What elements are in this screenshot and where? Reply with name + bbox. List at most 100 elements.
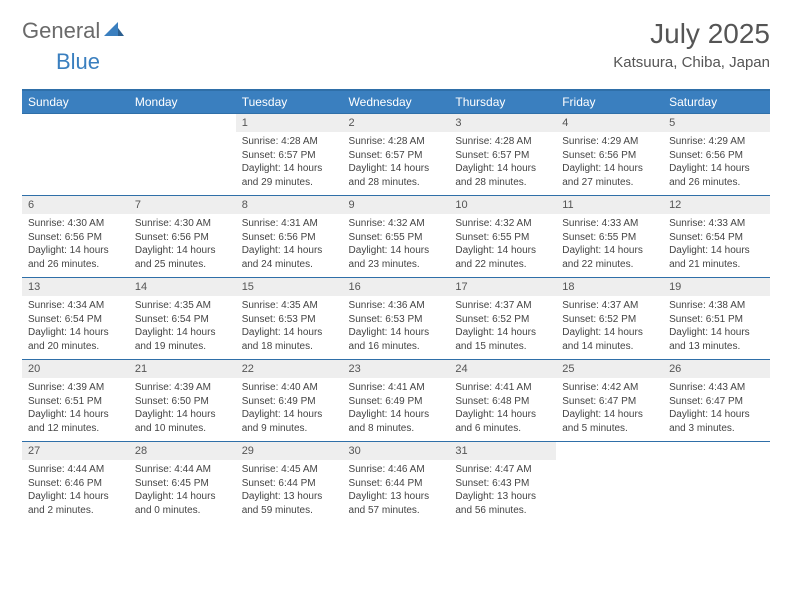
daylight-text: Daylight: 13 hours and 57 minutes.	[349, 490, 444, 517]
sunrise-text: Sunrise: 4:28 AM	[242, 135, 337, 149]
day-header: Friday	[556, 90, 663, 114]
day-number-cell: 27	[22, 442, 129, 461]
daylight-text: Daylight: 14 hours and 18 minutes.	[242, 326, 337, 353]
day-number-cell: 12	[663, 196, 770, 215]
sunset-text: Sunset: 6:52 PM	[455, 313, 550, 327]
day-info-cell: Sunrise: 4:35 AMSunset: 6:54 PMDaylight:…	[129, 296, 236, 360]
sunrise-text: Sunrise: 4:38 AM	[669, 299, 764, 313]
day-number-cell: 3	[449, 114, 556, 133]
sunset-text: Sunset: 6:44 PM	[349, 477, 444, 491]
day-info-cell: Sunrise: 4:41 AMSunset: 6:49 PMDaylight:…	[343, 378, 450, 442]
daylight-text: Daylight: 14 hours and 19 minutes.	[135, 326, 230, 353]
sunset-text: Sunset: 6:55 PM	[349, 231, 444, 245]
sunset-text: Sunset: 6:56 PM	[669, 149, 764, 163]
day-number-cell: 8	[236, 196, 343, 215]
day-info-cell: Sunrise: 4:38 AMSunset: 6:51 PMDaylight:…	[663, 296, 770, 360]
day-info-cell: Sunrise: 4:28 AMSunset: 6:57 PMDaylight:…	[343, 132, 450, 196]
sunrise-text: Sunrise: 4:44 AM	[135, 463, 230, 477]
day-number-cell: 1	[236, 114, 343, 133]
daylight-text: Daylight: 13 hours and 59 minutes.	[242, 490, 337, 517]
daylight-text: Daylight: 14 hours and 13 minutes.	[669, 326, 764, 353]
title-month: July 2025	[613, 18, 770, 50]
sunrise-text: Sunrise: 4:33 AM	[562, 217, 657, 231]
title-block: July 2025 Katsuura, Chiba, Japan	[613, 18, 770, 71]
daylight-text: Daylight: 13 hours and 56 minutes.	[455, 490, 550, 517]
daylight-text: Daylight: 14 hours and 3 minutes.	[669, 408, 764, 435]
day-number-cell: 19	[663, 278, 770, 297]
day-info-cell: Sunrise: 4:47 AMSunset: 6:43 PMDaylight:…	[449, 460, 556, 523]
day-number-cell	[22, 114, 129, 133]
calendar-page: General July 2025 Katsuura, Chiba, Japan…	[0, 0, 792, 541]
day-info-cell: Sunrise: 4:34 AMSunset: 6:54 PMDaylight:…	[22, 296, 129, 360]
sunrise-text: Sunrise: 4:36 AM	[349, 299, 444, 313]
sunset-text: Sunset: 6:50 PM	[135, 395, 230, 409]
sunset-text: Sunset: 6:47 PM	[669, 395, 764, 409]
day-number-cell	[129, 114, 236, 133]
sunset-text: Sunset: 6:49 PM	[242, 395, 337, 409]
sunrise-text: Sunrise: 4:30 AM	[135, 217, 230, 231]
day-info-cell: Sunrise: 4:42 AMSunset: 6:47 PMDaylight:…	[556, 378, 663, 442]
day-number-cell: 20	[22, 360, 129, 379]
day-header: Sunday	[22, 90, 129, 114]
day-number-cell: 10	[449, 196, 556, 215]
day-info-cell: Sunrise: 4:46 AMSunset: 6:44 PMDaylight:…	[343, 460, 450, 523]
day-number-cell: 9	[343, 196, 450, 215]
day-info-cell	[663, 460, 770, 523]
sunrise-text: Sunrise: 4:34 AM	[28, 299, 123, 313]
day-number-cell: 11	[556, 196, 663, 215]
day-info-cell: Sunrise: 4:33 AMSunset: 6:54 PMDaylight:…	[663, 214, 770, 278]
sunrise-text: Sunrise: 4:29 AM	[562, 135, 657, 149]
sunset-text: Sunset: 6:55 PM	[455, 231, 550, 245]
daylight-text: Daylight: 14 hours and 22 minutes.	[562, 244, 657, 271]
day-number-cell: 6	[22, 196, 129, 215]
sunset-text: Sunset: 6:47 PM	[562, 395, 657, 409]
day-number-cell: 18	[556, 278, 663, 297]
day-info-cell: Sunrise: 4:40 AMSunset: 6:49 PMDaylight:…	[236, 378, 343, 442]
sunrise-text: Sunrise: 4:47 AM	[455, 463, 550, 477]
brand-part2: Blue	[56, 49, 100, 74]
day-number-cell: 26	[663, 360, 770, 379]
sunrise-text: Sunrise: 4:41 AM	[349, 381, 444, 395]
day-header: Saturday	[663, 90, 770, 114]
brand-sail-icon	[104, 20, 124, 43]
day-number-cell: 16	[343, 278, 450, 297]
day-info-cell: Sunrise: 4:33 AMSunset: 6:55 PMDaylight:…	[556, 214, 663, 278]
day-info-cell: Sunrise: 4:35 AMSunset: 6:53 PMDaylight:…	[236, 296, 343, 360]
sunset-text: Sunset: 6:46 PM	[28, 477, 123, 491]
daylight-text: Daylight: 14 hours and 26 minutes.	[669, 162, 764, 189]
daylight-text: Daylight: 14 hours and 27 minutes.	[562, 162, 657, 189]
day-header: Tuesday	[236, 90, 343, 114]
day-header: Monday	[129, 90, 236, 114]
sunrise-text: Sunrise: 4:32 AM	[455, 217, 550, 231]
sunrise-text: Sunrise: 4:46 AM	[349, 463, 444, 477]
sunrise-text: Sunrise: 4:31 AM	[242, 217, 337, 231]
day-info-cell: Sunrise: 4:32 AMSunset: 6:55 PMDaylight:…	[343, 214, 450, 278]
day-info-row: Sunrise: 4:39 AMSunset: 6:51 PMDaylight:…	[22, 378, 770, 442]
day-info-row: Sunrise: 4:44 AMSunset: 6:46 PMDaylight:…	[22, 460, 770, 523]
day-number-cell: 23	[343, 360, 450, 379]
sunrise-text: Sunrise: 4:44 AM	[28, 463, 123, 477]
day-info-cell	[129, 132, 236, 196]
day-info-cell: Sunrise: 4:37 AMSunset: 6:52 PMDaylight:…	[556, 296, 663, 360]
sunrise-text: Sunrise: 4:29 AM	[669, 135, 764, 149]
sunset-text: Sunset: 6:56 PM	[135, 231, 230, 245]
daylight-text: Daylight: 14 hours and 9 minutes.	[242, 408, 337, 435]
daynum-row: 12345	[22, 114, 770, 133]
day-header: Thursday	[449, 90, 556, 114]
daylight-text: Daylight: 14 hours and 21 minutes.	[669, 244, 764, 271]
daynum-row: 2728293031	[22, 442, 770, 461]
sunrise-text: Sunrise: 4:39 AM	[28, 381, 123, 395]
sunset-text: Sunset: 6:43 PM	[455, 477, 550, 491]
sunset-text: Sunset: 6:57 PM	[349, 149, 444, 163]
sunset-text: Sunset: 6:57 PM	[242, 149, 337, 163]
daylight-text: Daylight: 14 hours and 26 minutes.	[28, 244, 123, 271]
daylight-text: Daylight: 14 hours and 20 minutes.	[28, 326, 123, 353]
day-info-row: Sunrise: 4:30 AMSunset: 6:56 PM Daylight:…	[22, 214, 770, 278]
sunset-text: Sunset: 6:51 PM	[669, 313, 764, 327]
sunrise-text: Sunrise: 4:35 AM	[242, 299, 337, 313]
day-number-cell: 4	[556, 114, 663, 133]
sunrise-text: Sunrise: 4:42 AM	[562, 381, 657, 395]
daylight-text: Daylight: 14 hours and 28 minutes.	[349, 162, 444, 189]
day-number-cell: 25	[556, 360, 663, 379]
day-number-cell: 22	[236, 360, 343, 379]
